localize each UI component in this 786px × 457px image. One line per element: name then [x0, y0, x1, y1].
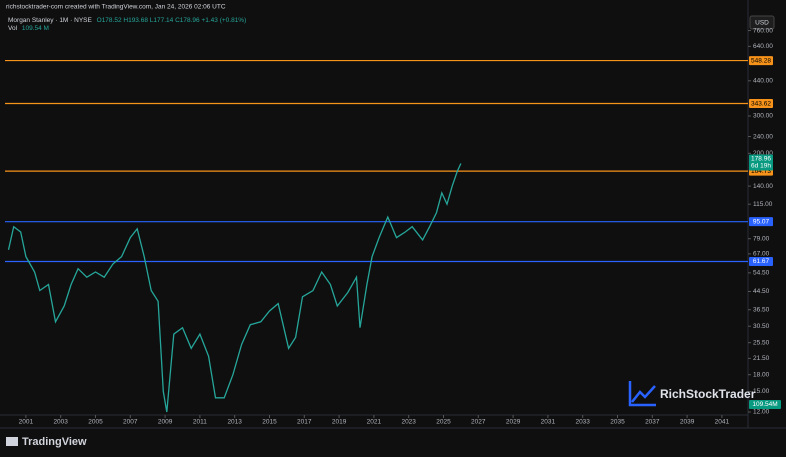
x-tick-label: 2029	[506, 419, 521, 426]
level-label-box	[749, 217, 773, 227]
x-tick-label: 2011	[193, 419, 207, 426]
y-tick-label: 240.00	[753, 133, 773, 140]
watermark-text: RichStockTrader	[660, 387, 756, 401]
x-tick-label: 2001	[19, 419, 34, 426]
last-price-box	[749, 154, 773, 171]
volume-value: 109.54 M	[22, 25, 49, 32]
y-tick-label: 54.50	[753, 270, 770, 277]
x-tick-label: 2041	[715, 419, 730, 426]
x-tick-label: 2037	[645, 419, 660, 426]
symbol-row: Morgan Stanley · 1M · NYSE O178.52 H193.…	[8, 17, 246, 24]
x-tick-label: 2027	[471, 419, 486, 426]
y-tick-label: 25.50	[753, 339, 770, 346]
y-tick-label: 36.50	[753, 306, 770, 313]
symbol-info: · 1M · NYSE	[55, 17, 92, 24]
watermark: RichStockTrader	[628, 381, 756, 407]
brand-icon	[6, 437, 18, 446]
currency-button[interactable]	[749, 15, 775, 30]
y-tick-label: 44.50	[753, 288, 770, 295]
level-label: 343.62	[751, 100, 771, 107]
level-label-box	[749, 99, 773, 109]
y-tick-label: 67.00	[753, 251, 770, 258]
level-label: 61.67	[753, 258, 770, 265]
level-label: 164.73	[751, 168, 771, 175]
volume-axis-box	[749, 400, 781, 409]
volume-label: Vol	[8, 25, 18, 32]
x-tick-label: 2013	[227, 419, 242, 426]
level-label-box	[749, 256, 773, 266]
attribution: richstocktrader-com created with Trading…	[6, 4, 226, 11]
x-tick-label: 2023	[401, 419, 416, 426]
countdown-label: 6d 19h	[751, 163, 771, 170]
y-tick-label: 30.50	[753, 323, 770, 330]
x-tick-label: 2031	[541, 419, 556, 426]
volume-axis-label: 109.54M	[752, 401, 777, 408]
last-price-label: 178.96	[751, 156, 771, 163]
ohlc: O178.52 H193.68 L177.14 C178.96 +1.43 (+…	[97, 17, 247, 24]
y-tick-label: 79.00	[753, 235, 770, 242]
x-tick-label: 2019	[332, 419, 347, 426]
x-tick-label: 2017	[297, 419, 312, 426]
level-label-box	[749, 56, 773, 66]
price-line	[7, 163, 462, 413]
y-tick-label: 760.00	[753, 27, 773, 34]
x-tick-label: 2009	[158, 419, 173, 426]
volume-row: Vol 109.54 M	[8, 25, 49, 32]
y-tick-label: 15.00	[753, 388, 770, 395]
y-tick-label: 115.00	[753, 201, 773, 208]
x-tick-label: 2005	[88, 419, 103, 426]
x-tick-label: 2039	[680, 419, 695, 426]
x-tick-label: 2007	[123, 419, 138, 426]
watermark-icon	[628, 381, 656, 407]
x-tick-label: 2025	[436, 419, 451, 426]
symbol-name: Morgan Stanley	[8, 17, 54, 24]
y-tick-label: 12.00	[753, 409, 770, 416]
x-tick-label: 2033	[575, 419, 590, 426]
y-tick-label: 300.00	[753, 113, 773, 120]
y-tick-label: 640.00	[753, 43, 773, 50]
brand-name: TradingView	[22, 436, 87, 448]
y-tick-label: 440.00	[753, 78, 773, 85]
x-tick-label: 2015	[262, 419, 277, 426]
y-tick-label: 140.00	[753, 183, 773, 190]
y-tick-label: 200.00	[753, 150, 773, 157]
x-tick-label: 2035	[610, 419, 625, 426]
y-tick-label: 21.50	[753, 355, 770, 362]
x-tick-label: 2021	[367, 419, 382, 426]
currency-label[interactable]: USD	[755, 20, 769, 27]
level-label: 548.28	[751, 57, 771, 64]
brand-logo: TradingView	[6, 436, 87, 448]
y-tick-label: 18.00	[753, 371, 770, 378]
x-tick-label: 2003	[53, 419, 68, 426]
level-label: 95.07	[753, 218, 770, 225]
